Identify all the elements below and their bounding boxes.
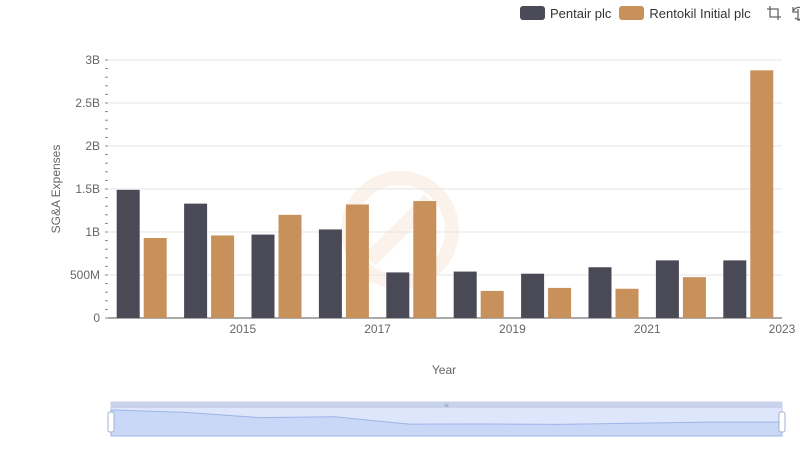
bar-rentokil-2023[interactable] xyxy=(750,70,774,318)
bar-pentair-2014[interactable] xyxy=(116,189,140,318)
zoom-handle-left[interactable] xyxy=(107,411,115,433)
x-tick-label: 2019 xyxy=(499,322,526,336)
grid xyxy=(108,59,782,319)
bar-rentokil-2018[interactable] xyxy=(413,201,437,318)
x-tick-label: 2015 xyxy=(229,322,256,336)
zoom-handle-right[interactable] xyxy=(778,411,786,433)
legend-swatch-rentokil xyxy=(619,6,645,20)
bar-rentokil-2019[interactable] xyxy=(480,290,504,318)
x-tick-label: 2023 xyxy=(769,322,796,336)
zoom-preview xyxy=(110,409,783,437)
y-tick-label: 0 xyxy=(93,311,100,325)
legend-item-pentair[interactable]: Pentair plc xyxy=(520,6,611,21)
x-axis-title: Year xyxy=(432,363,456,377)
bar-pentair-2016[interactable] xyxy=(251,234,275,318)
bar-rentokil-2015[interactable] xyxy=(211,235,235,318)
bar-pentair-2019[interactable] xyxy=(453,271,477,318)
x-tick-label: 2021 xyxy=(634,322,661,336)
restore-icon[interactable] xyxy=(789,4,800,22)
y-tick-label: 2B xyxy=(85,139,100,153)
bar-pentair-2023[interactable] xyxy=(723,260,747,318)
legend-item-rentokil[interactable]: Rentokil Initial plc xyxy=(619,5,751,21)
data-zoom-slider[interactable]: ≡ xyxy=(107,401,786,437)
bar-pentair-2018[interactable] xyxy=(386,272,410,318)
bar-pentair-2021[interactable] xyxy=(588,267,612,318)
bar-rentokil-2016[interactable] xyxy=(278,214,302,318)
x-axis: 2015 2017 2019 2021 2023 xyxy=(108,317,796,336)
zoom-top-bar[interactable] xyxy=(111,402,782,408)
bar-rentokil-2017[interactable] xyxy=(345,204,369,318)
grip-icon[interactable]: ≡ xyxy=(444,402,449,409)
legend-label-pentair: Pentair plc xyxy=(550,5,612,21)
x-tick-label: 2017 xyxy=(364,322,391,336)
bars xyxy=(116,70,774,318)
bar-pentair-2015[interactable] xyxy=(184,203,208,318)
y-axis: 0 500M 1B 1.5B 2B 2.5B 3B xyxy=(70,53,108,325)
y-tick-label: 1B xyxy=(85,225,100,239)
legend-swatch-pentair xyxy=(520,6,545,20)
legend: Pentair plc Rentokil Initial plc xyxy=(520,4,800,22)
bar-pentair-2022[interactable] xyxy=(655,260,679,318)
y-tick-label: 2.5B xyxy=(75,96,100,110)
y-tick-label: 1.5B xyxy=(75,182,100,196)
bar-rentokil-2021[interactable] xyxy=(615,288,639,318)
y-tick-label: 3B xyxy=(85,53,100,67)
y-tick-label: 500M xyxy=(70,268,100,282)
legend-label-rentokil: Rentokil Initial plc xyxy=(649,5,751,21)
bar-pentair-2017[interactable] xyxy=(318,229,342,318)
bar-pentair-2020[interactable] xyxy=(521,273,545,318)
bar-rentokil-2022[interactable] xyxy=(682,277,706,318)
y-axis-title: SG&A Expenses xyxy=(49,145,63,234)
bar-rentokil-2020[interactable] xyxy=(548,287,572,318)
zoom-icon[interactable] xyxy=(765,4,783,22)
bar-rentokil-2014[interactable] xyxy=(143,238,167,318)
